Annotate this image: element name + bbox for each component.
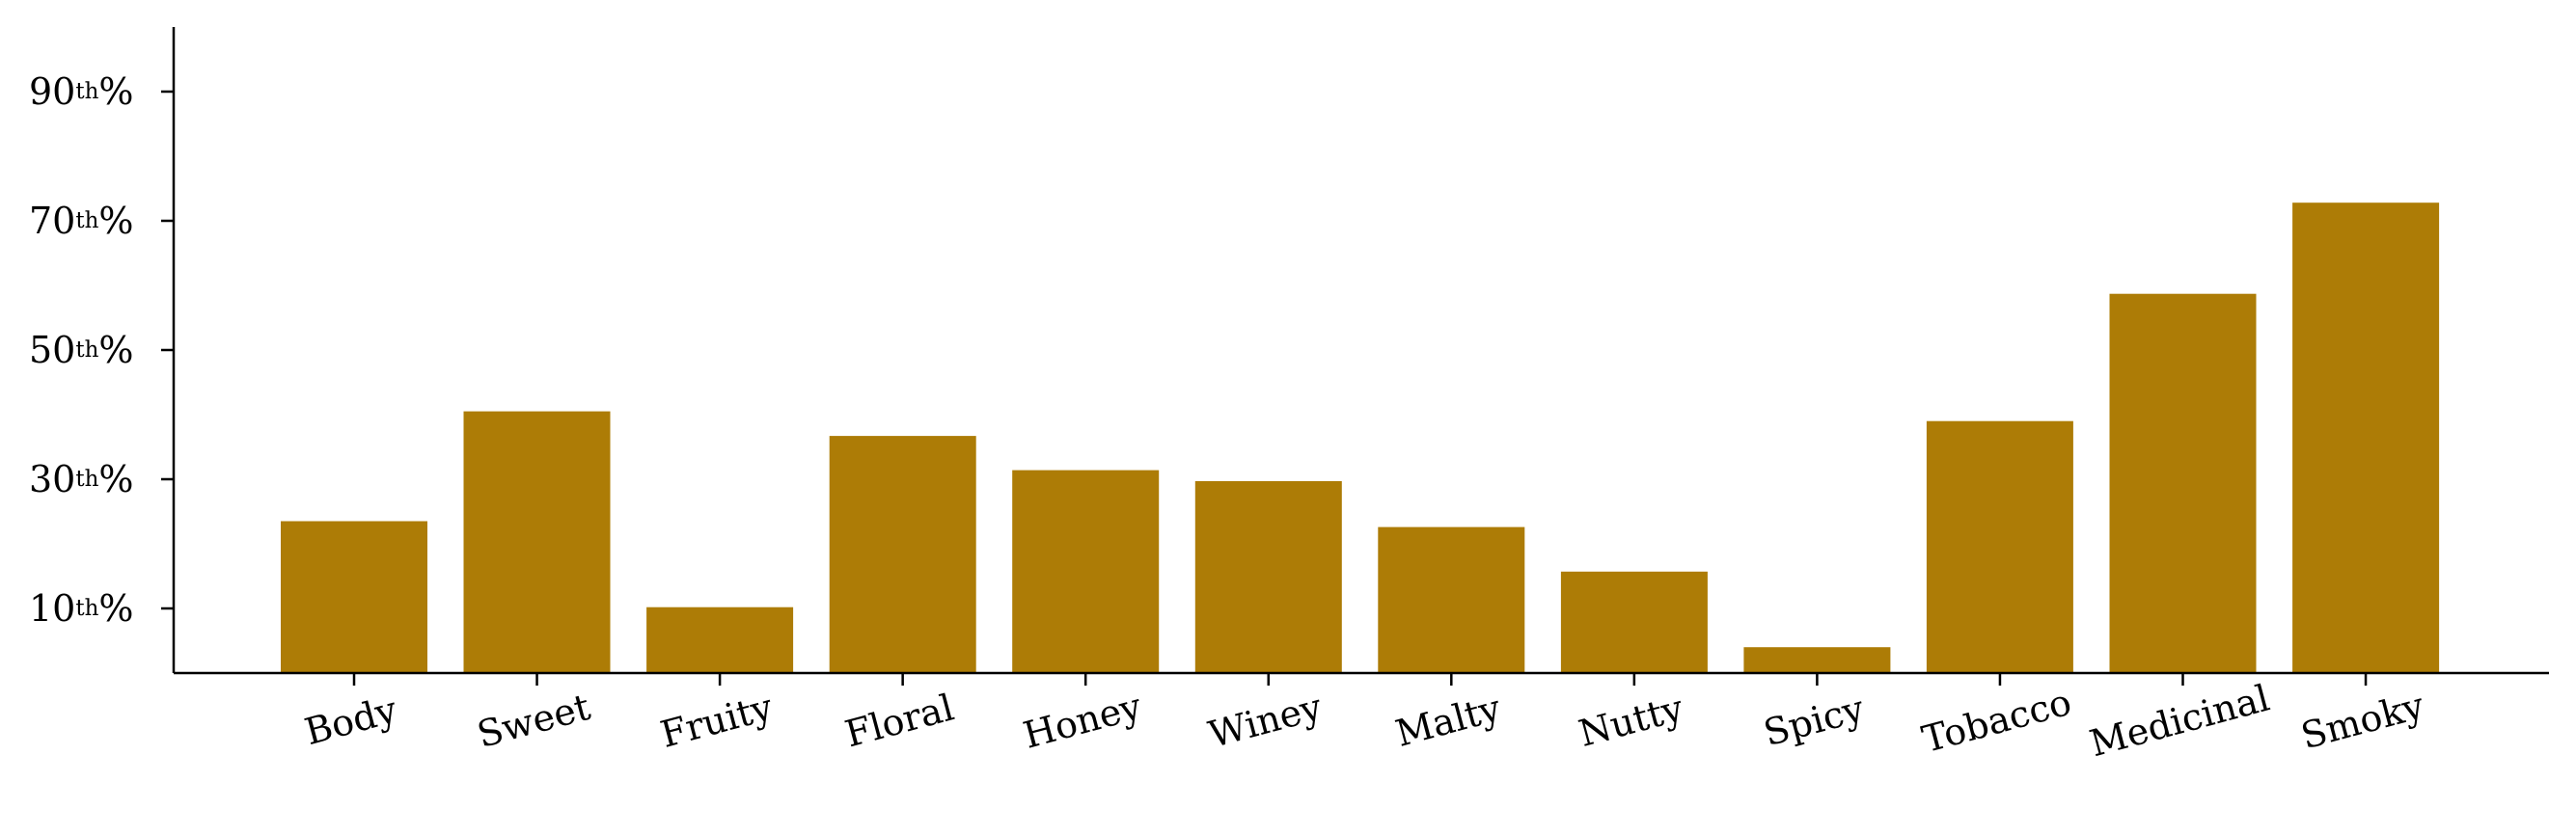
bar-nutty: [1560, 571, 1708, 673]
bars-group: [281, 202, 2440, 673]
x-tick-label-sweet: Sweet: [473, 686, 594, 756]
bar-medicinal: [2109, 293, 2257, 673]
y-tick-label: 90th%: [29, 70, 134, 113]
x-tick-label-floral: Floral: [840, 686, 958, 755]
y-tick-label: 70th%: [29, 200, 134, 242]
x-tick-label-smoky: Smoky: [2296, 684, 2428, 757]
bar-tobacco: [1926, 420, 2073, 673]
x-tick-label-malty: Malty: [1391, 687, 1506, 755]
x-tick-label-body: Body: [300, 688, 401, 754]
x-tick-label-tobacco: Tobacco: [1918, 681, 2076, 761]
bar-honey: [1012, 470, 1160, 673]
y-tick-label: 10th%: [29, 587, 134, 630]
bar-sweet: [463, 411, 611, 673]
bar-floral: [829, 436, 976, 673]
bar-malty: [1378, 526, 1525, 673]
bar-body: [281, 521, 427, 673]
x-tick-label-honey: Honey: [1019, 685, 1146, 757]
bar-fruity: [646, 607, 794, 673]
y-tick-label: 30th%: [29, 458, 134, 500]
y-axis: 10th% 30th% 50th% 70th% 90th%: [29, 27, 176, 673]
x-tick-label-spicy: Spicy: [1760, 687, 1870, 754]
bar-smoky: [2292, 202, 2440, 673]
bar-winey: [1194, 481, 1342, 673]
x-tick-label-nutty: Nutty: [1575, 687, 1688, 755]
y-tick-label: 50th%: [29, 329, 134, 371]
x-tick-label-fruity: Fruity: [656, 686, 778, 756]
bar-spicy: [1743, 647, 1891, 673]
x-tick-label-medicinal: Medicinal: [2085, 677, 2273, 766]
x-tick-label-winey: Winey: [1204, 686, 1327, 756]
x-axis: Body Sweet Fruity Floral Honey Winey Malty Nutt…: [174, 671, 2549, 766]
